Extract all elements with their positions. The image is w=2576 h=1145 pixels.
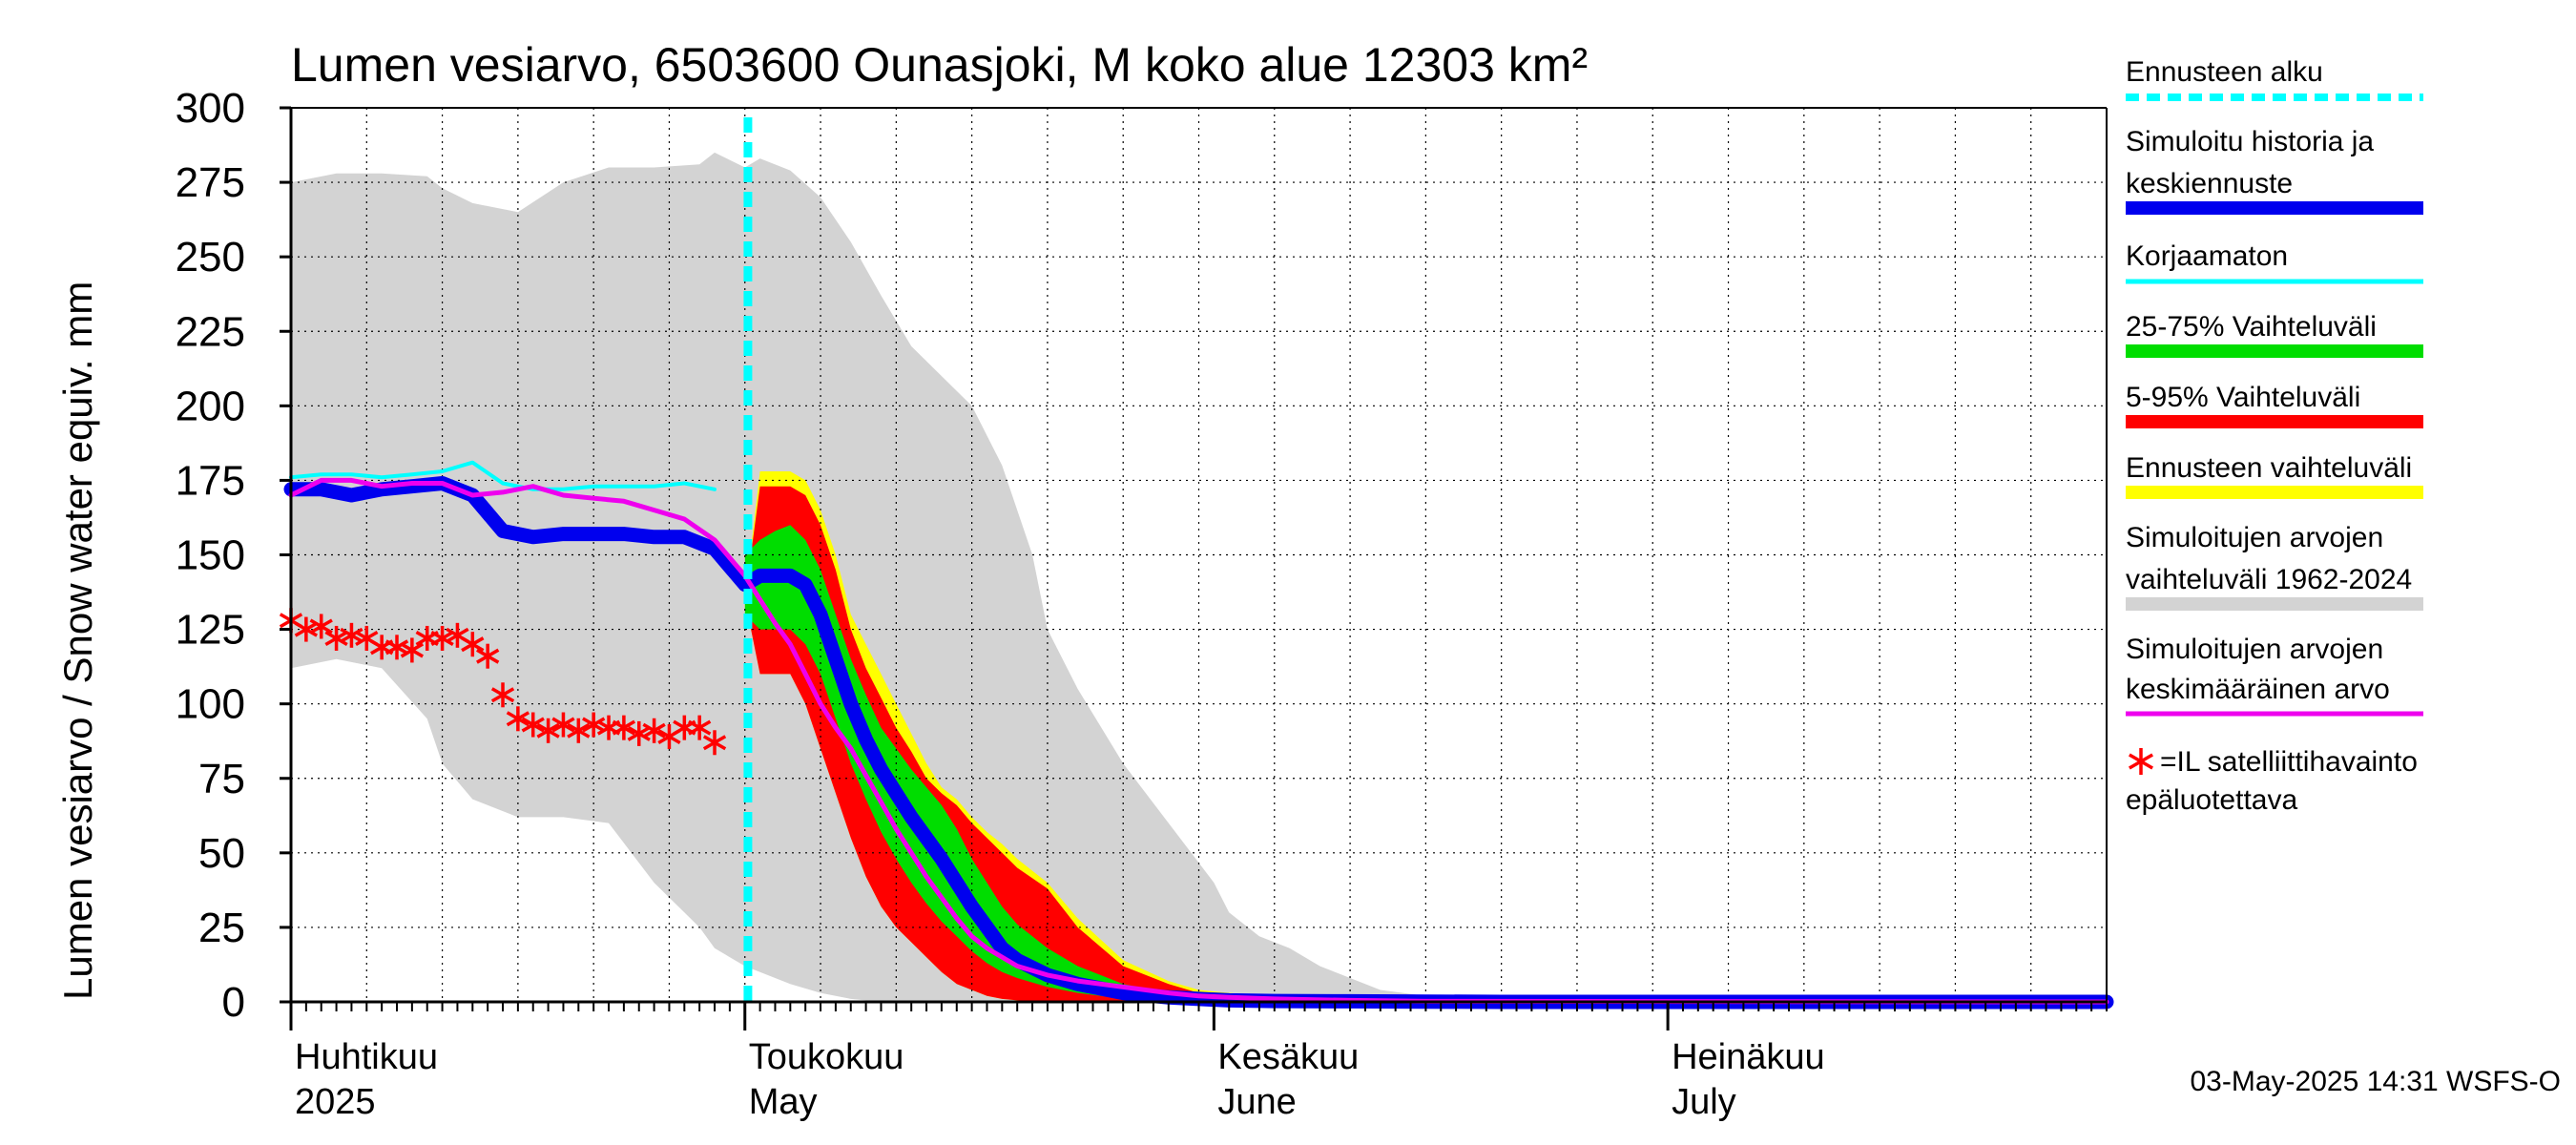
y-tick-label-150: 150	[176, 532, 245, 579]
legend-label-3: 25-75% Vaihteluväli	[2126, 311, 2377, 343]
month-sublabel-0: 2025	[295, 1082, 376, 1122]
legend-item-6: Simuloitujen arvojen vaihteluväli 1962-20…	[2126, 522, 2423, 611]
y-tick-label-100: 100	[176, 681, 245, 728]
legend-label-8: =IL satelliittihavainto	[2160, 746, 2418, 778]
satellite-point-4	[340, 622, 364, 648]
legend-item-1: Simuloitu historia ja keskiennuste	[2126, 126, 2423, 215]
satellite-point-12	[461, 632, 485, 657]
satellite-point-27	[688, 715, 712, 740]
legend-label2-7: keskimääräinen arvo	[2126, 674, 2390, 705]
y-tick-label-300: 300	[176, 85, 245, 132]
legend-item-5: Ennusteen vaihteluväli	[2126, 452, 2423, 499]
legend-swatch-8	[2129, 748, 2153, 775]
month-label-3: Heinäkuu	[1672, 1037, 1825, 1077]
satellite-point-7	[384, 635, 409, 660]
satellite-point-1	[294, 616, 318, 642]
legend-label-2: Korjaamaton	[2126, 240, 2288, 272]
month-sublabel-1: May	[749, 1082, 818, 1122]
legend: Ennusteen alku Simuloitu historia ja keski…	[2126, 56, 2423, 816]
legend-item-2: Korjaamaton	[2126, 240, 2423, 284]
y-tick-label-225: 225	[176, 308, 245, 355]
legend-item-4: 5-95% Vaihteluväli	[2126, 382, 2423, 428]
legend-label-7: Simuloitujen arvojen	[2126, 634, 2383, 665]
y-tick-label-50: 50	[198, 830, 245, 877]
month-label-1: Toukokuu	[749, 1037, 904, 1077]
legend-item-8: =IL satelliittihavainto epäluotettava	[2126, 746, 2418, 816]
footer-timestamp: 03-May-2025 14:31 WSFS-O	[2191, 1066, 2562, 1097]
satellite-point-17	[536, 718, 560, 743]
month-sublabel-2: June	[1217, 1082, 1296, 1122]
y-tick-label-75: 75	[198, 756, 245, 802]
legend-label-4: 5-95% Vaihteluväli	[2126, 382, 2360, 413]
month-sublabel-3: July	[1672, 1082, 1736, 1122]
y-tick-label-0: 0	[222, 979, 245, 1026]
satellite-point-3	[324, 625, 348, 651]
month-label-0: Huhtikuu	[295, 1037, 438, 1077]
y-axis-label: Lumen vesiarvo / Snow water equiv. mm	[55, 281, 100, 1000]
satellite-point-14	[490, 682, 515, 708]
legend-label-1: Simuloitu historia ja	[2126, 126, 2374, 157]
y-tick-label-250: 250	[176, 234, 245, 281]
satellite-point-13	[476, 643, 500, 669]
satellite-point-24	[642, 718, 666, 743]
series-line-1	[289, 460, 717, 491]
series-line-0	[283, 476, 2114, 1010]
satellite-point-20	[582, 712, 606, 738]
satellite-point-2	[309, 614, 333, 639]
legend-label-0: Ennusteen alku	[2126, 56, 2323, 88]
satellite-point-10	[430, 625, 454, 651]
legend-label-5: Ennusteen vaihteluväli	[2126, 452, 2412, 484]
legend-item-0: Ennusteen alku	[2126, 56, 2423, 101]
satellite-point-15	[506, 706, 530, 732]
y-tick-label-275: 275	[176, 159, 245, 206]
months-layer: Huhtikuu 2025 Toukokuu May Kesäkuu June Heinäk…	[295, 1037, 1825, 1122]
satellite-point-22	[612, 715, 636, 740]
ticks-layer: 0 25 50 75 100 125 150 175 200 225 250 275 300	[176, 85, 2108, 1030]
markers-layer	[279, 608, 727, 756]
legend-label2-1: keskiennuste	[2126, 168, 2293, 199]
satellite-point-16	[521, 712, 545, 738]
satellite-point-28	[702, 730, 727, 756]
y-tick-label-25: 25	[198, 905, 245, 951]
legend-item-7: Simuloitujen arvojen keskimääräinen arvo	[2126, 634, 2423, 717]
satellite-point-8	[400, 637, 424, 663]
band-2	[744, 486, 1381, 1002]
satellite-point-19	[567, 718, 591, 743]
lines-layer	[283, 117, 2114, 1010]
chart-title: Lumen vesiarvo, 6503600 Ounasjoki, M kok…	[291, 38, 1588, 92]
satellite-point-23	[627, 720, 651, 746]
y-tick-label-175: 175	[176, 457, 245, 504]
month-label-2: Kesäkuu	[1217, 1037, 1359, 1077]
legend-label2-8: epäluotettava	[2126, 784, 2297, 816]
legend-label2-6: vaihteluväli 1962-2024	[2126, 564, 2412, 595]
satellite-point-18	[551, 712, 575, 738]
legend-label-6: Simuloitujen arvojen	[2126, 522, 2383, 553]
series-line-2	[288, 477, 2109, 1005]
legend-item-3: 25-75% Vaihteluväli	[2126, 311, 2423, 358]
y-tick-label-125: 125	[176, 607, 245, 654]
y-tick-label-200: 200	[176, 383, 245, 429]
